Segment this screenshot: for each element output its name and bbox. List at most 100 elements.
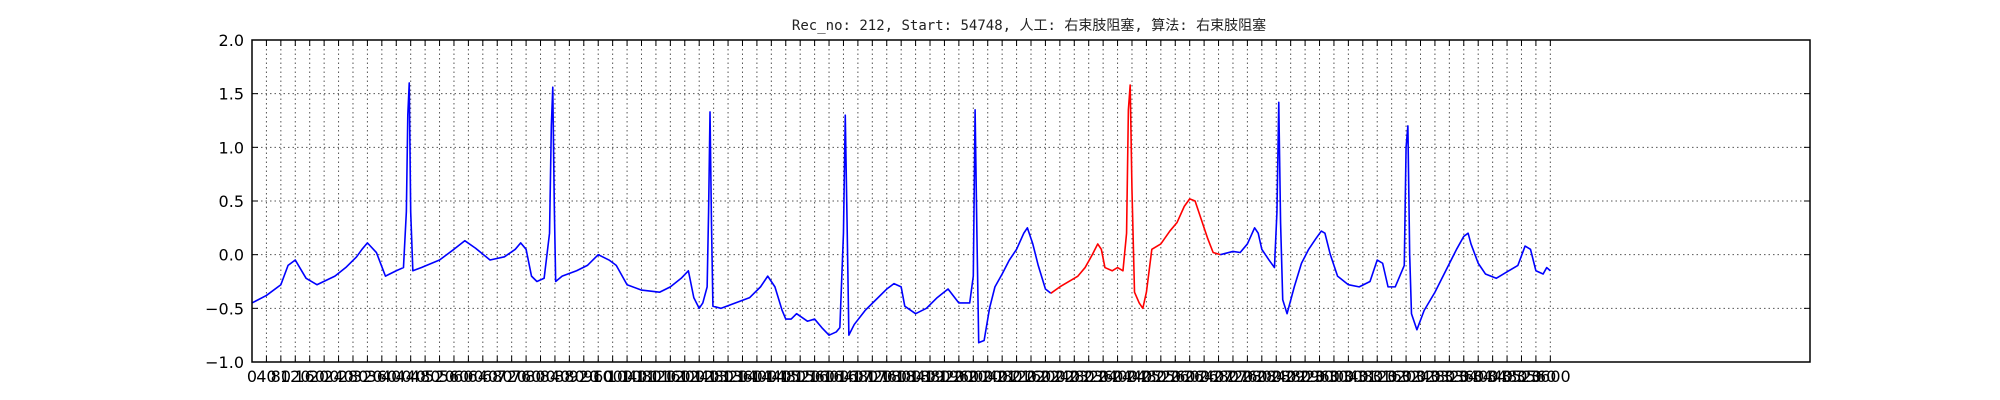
x-tick-label: 3560: [1516, 367, 1557, 386]
x-tick-label: 440: [395, 367, 426, 386]
x-tick-label: 720: [496, 367, 527, 386]
x-tick-label: 1480: [765, 367, 806, 386]
x-tick-label: 3000: [1314, 367, 1355, 386]
x-tick-label: 320: [352, 367, 383, 386]
x-tick-label: 760: [511, 367, 542, 386]
x-tick-label: 2680: [1198, 367, 1239, 386]
x-tick-label: 800: [525, 367, 556, 386]
x-tick-label: 400: [381, 367, 412, 386]
x-tick-label: 1640: [823, 367, 864, 386]
x-tick-label: 2440: [1112, 367, 1153, 386]
x-tick-label: 3320: [1429, 367, 1470, 386]
y-tick-label: −0.5: [205, 299, 244, 318]
x-tick-label: 2240: [1039, 367, 1080, 386]
y-tick-label: 1.5: [219, 85, 244, 104]
chart-title: Rec_no: 212, Start: 54748, 人工: 右束肢阻塞, 算法…: [792, 17, 1266, 34]
x-tick-label: 560: [439, 367, 470, 386]
x-tick-label: 2360: [1083, 367, 1124, 386]
x-tick-label: 1520: [780, 367, 821, 386]
x-tick-label: 80: [271, 367, 291, 386]
x-tick-label: 200: [309, 367, 340, 386]
x-axis-ticks: 0 408012016020024028032036040044048052056…: [247, 40, 1571, 386]
x-tick-label: 1240: [679, 367, 720, 386]
x-tick-label: 2400: [1097, 367, 1138, 386]
x-tick-label: 640: [468, 367, 499, 386]
x-tick-label: 2800: [1241, 367, 1282, 386]
x-tick-label: 0: [247, 367, 257, 386]
x-tick-label: 3120: [1357, 367, 1398, 386]
x-tick-label: 40: [256, 367, 276, 386]
y-axis-ticks: −1.0 −0.5 0.0 0.5 1.0 1.5 2.0: [205, 31, 1810, 372]
x-tick-label: 1560: [794, 367, 835, 386]
x-tick-label: 1880: [910, 367, 951, 386]
x-tick-label: 3080: [1342, 367, 1383, 386]
x-tick-label: 1040: [607, 367, 648, 386]
x-tick-label: 1280: [693, 367, 734, 386]
x-tick-label: 1200: [664, 367, 705, 386]
series-line-highlighted: [1050, 84, 1221, 310]
x-tick-label: 1320: [708, 367, 749, 386]
x-tick-label: 360: [367, 367, 398, 386]
x-tick-label: 1080: [621, 367, 662, 386]
x-tick-label: 2040: [967, 367, 1008, 386]
x-tick-label: 2560: [1155, 367, 1196, 386]
x-tick-label: 1840: [895, 367, 936, 386]
y-tick-label: −1.0: [205, 353, 244, 372]
x-tick-label: 1000: [592, 367, 633, 386]
x-tick-label: 2720: [1213, 367, 1254, 386]
x-tick-label: 2840: [1256, 367, 1297, 386]
x-tick-label: 3160: [1371, 367, 1412, 386]
series-line-before: [251, 82, 1052, 344]
x-tick-label: 2640: [1184, 367, 1225, 386]
x-tick-label: 1920: [924, 367, 965, 386]
x-tick-label: 920: [569, 367, 600, 386]
x-tick-label: 2600: [1169, 367, 1210, 386]
x-tick-label: 3280: [1415, 367, 1456, 386]
x-tick-label: 1960: [939, 367, 980, 386]
x-tick-label: 2520: [1140, 367, 1181, 386]
x-tick-label: 2480: [1126, 367, 1167, 386]
x-tick-label: 3600: [1530, 367, 1571, 386]
x-tick-label: 3360: [1443, 367, 1484, 386]
x-tick-label: 2880: [1270, 367, 1311, 386]
x-tick-label: 1800: [881, 367, 922, 386]
x-tick-label: 600: [453, 367, 484, 386]
x-tick-label: 520: [424, 367, 455, 386]
x-tick-label: 2200: [1025, 367, 1066, 386]
x-tick-label: 3240: [1400, 367, 1441, 386]
x-tick-label: 2320: [1068, 367, 1109, 386]
x-tick-label: 120: [280, 367, 311, 386]
x-tick-label: 240: [323, 367, 354, 386]
x-tick-label: 880: [554, 367, 585, 386]
series-line-after: [1220, 101, 1551, 331]
x-tick-label: 1400: [737, 367, 778, 386]
x-tick-label: 2000: [953, 367, 994, 386]
x-tick-label: 2960: [1299, 367, 1340, 386]
x-tick-label: 480: [410, 367, 441, 386]
x-tick-label: 2920: [1285, 367, 1326, 386]
x-tick-label: 2080: [982, 367, 1023, 386]
x-tick-label: 2280: [1054, 367, 1095, 386]
x-tick-label: 840: [540, 367, 571, 386]
x-tick-label: 3200: [1386, 367, 1427, 386]
x-tick-label: 1440: [751, 367, 792, 386]
x-tick-label: 960: [583, 367, 614, 386]
x-tick-label: 3440: [1472, 367, 1513, 386]
x-tick-label: 2120: [996, 367, 1037, 386]
y-tick-label: 1.0: [219, 138, 244, 157]
y-tick-label: 2.0: [219, 31, 244, 50]
x-tick-label: 1600: [809, 367, 850, 386]
x-tick-label: 1680: [838, 367, 879, 386]
grid-lines: [252, 40, 1810, 362]
y-tick-label: 0.0: [219, 246, 244, 265]
x-tick-label: 3040: [1328, 367, 1369, 386]
series-lines: [251, 82, 1551, 344]
y-tick-label: 0.5: [219, 192, 244, 211]
x-tick-label: 1160: [650, 367, 691, 386]
x-tick-label: 2760: [1227, 367, 1268, 386]
plot-frame: [251, 39, 1811, 363]
x-tick-label: 160: [294, 367, 325, 386]
x-tick-label: 3400: [1458, 367, 1499, 386]
x-tick-label: 2160: [1011, 367, 1052, 386]
